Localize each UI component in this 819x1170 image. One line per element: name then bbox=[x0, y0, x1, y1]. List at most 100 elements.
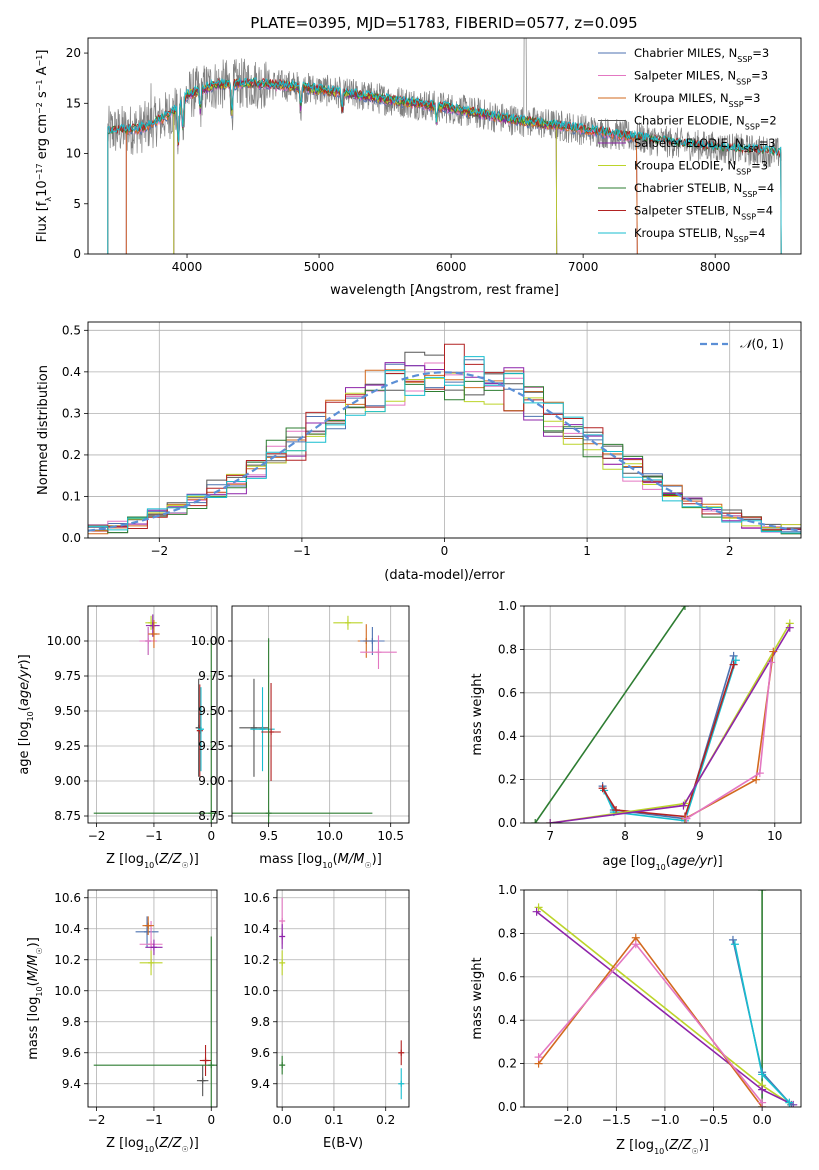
y-tick-label: 9.00 bbox=[198, 774, 225, 788]
weight-marker-kr_miles bbox=[769, 647, 778, 656]
x-tick-label: 10 bbox=[767, 829, 782, 843]
data-point-kr_stelib bbox=[197, 726, 204, 733]
weight-marker-kr_elodie bbox=[534, 903, 543, 912]
weight-marker-ch_miles bbox=[728, 935, 737, 944]
x-tick-label: 7 bbox=[546, 829, 554, 843]
data-point-sa_stelib bbox=[398, 1049, 405, 1056]
weight-line-kr_elodie bbox=[550, 622, 791, 823]
residuals-ylabel: Normed distribution bbox=[36, 365, 51, 495]
x-tick-label: 2 bbox=[726, 544, 734, 558]
x-tick-label: 5000 bbox=[304, 260, 335, 274]
spectrum-model-sa_miles bbox=[125, 79, 638, 254]
x-tick-label: −1.5 bbox=[602, 1113, 631, 1127]
x-tick-label: 0 bbox=[207, 829, 215, 843]
weight_vs_Z-ylabel: mass weight bbox=[470, 957, 485, 1039]
x-tick-label: −2.0 bbox=[553, 1113, 582, 1127]
weight-marker-sa_stelib bbox=[729, 660, 738, 669]
x-tick-label: −1 bbox=[145, 829, 163, 843]
chart-title: PLATE=0395, MJD=51783, FIBERID=0577, z=0… bbox=[250, 14, 637, 32]
data-point-sa_miles bbox=[375, 649, 382, 656]
spectrum-model-kr_miles bbox=[125, 79, 638, 254]
x-tick-label: 9.5 bbox=[259, 829, 278, 843]
weight-marker-ch_miles bbox=[729, 651, 738, 660]
data-point-sa_stelib bbox=[202, 1057, 209, 1064]
y-tick-label: 10.0 bbox=[54, 984, 81, 998]
data-point-kr_elodie bbox=[148, 959, 155, 966]
age_vs_Z-frame bbox=[87, 605, 218, 824]
x-tick-label: 0.1 bbox=[324, 1113, 343, 1127]
legend-label-kr_miles: Kroupa MILES, NSSP=3 bbox=[634, 91, 760, 109]
legend-label-sa_stelib: Salpeter STELIB, NSSP=4 bbox=[634, 204, 773, 222]
data-point-ch_miles bbox=[144, 928, 151, 935]
y-tick-label: 0.5 bbox=[62, 323, 81, 337]
legend-label-ch_elodie: Chabrier ELODIE, NSSP=2 bbox=[634, 114, 777, 132]
data-point-sa_miles bbox=[145, 638, 152, 644]
weight-line-ch_miles bbox=[601, 655, 735, 820]
legend-label-ch_stelib: Chabrier STELIB, NSSP=4 bbox=[634, 181, 774, 199]
y-tick-label: 0.2 bbox=[498, 1057, 517, 1071]
y-tick-label: 0.1 bbox=[62, 489, 81, 503]
axes-spectrum: 4000 5000 6000 7000 8000 0 5 10 15 20 bbox=[66, 38, 782, 274]
x-tick-label: −1.0 bbox=[650, 1113, 679, 1127]
y-tick-label: 9.75 bbox=[54, 669, 81, 683]
y-tick-label: 0.4 bbox=[498, 1013, 517, 1027]
data-point-kr_miles bbox=[145, 922, 152, 929]
spectrum-xlabel: wavelength [Angstrom, rest frame] bbox=[330, 283, 559, 298]
data-point-ch_stelib bbox=[265, 810, 272, 817]
x-tick-label: 4000 bbox=[172, 260, 203, 274]
y-tick-label: 10.2 bbox=[54, 953, 81, 967]
data-point-sa_miles bbox=[148, 941, 155, 948]
weight-marker-sa_miles bbox=[755, 769, 764, 778]
legend-label-sa_miles: Salpeter MILES, NSSP=3 bbox=[634, 69, 768, 87]
y-tick-label: 9.6 bbox=[251, 1046, 270, 1060]
y-tick-label: 0.8 bbox=[498, 926, 517, 940]
data-point-sa_elodie bbox=[150, 944, 157, 951]
weight-marker-sa_elodie bbox=[532, 907, 541, 916]
weight_vs_age-ylabel: mass weight bbox=[470, 673, 485, 755]
weight-line-sa_miles bbox=[537, 943, 763, 1104]
age_vs_Z-ylabel: age [log10(age/yr)] bbox=[17, 654, 35, 774]
y-tick-label: 0.2 bbox=[62, 448, 81, 462]
gaussian-curve bbox=[88, 371, 801, 532]
weight-marker-sa_elodie bbox=[679, 801, 688, 810]
x-tick-label: −1 bbox=[293, 544, 311, 558]
histogram-sa_stelib bbox=[88, 343, 801, 532]
mass_vs_Z-frame bbox=[87, 889, 218, 1108]
x-tick-label: 0.0 bbox=[273, 1113, 292, 1127]
y-tick-label: 20 bbox=[66, 46, 81, 60]
y-tick-label: 9.8 bbox=[62, 1015, 81, 1029]
weight-marker-ch_stelib bbox=[680, 606, 689, 610]
age_vs_mass-frame bbox=[231, 605, 410, 824]
axes-weight_vs_age: 7 8 9 10 0.0 0.2 0.4 0.6 0.8 1.0 bbox=[498, 599, 801, 843]
x-tick-label: 0 bbox=[441, 544, 449, 558]
weight-line-sa_elodie bbox=[550, 627, 791, 823]
x-tick-label: 10.0 bbox=[316, 829, 343, 843]
weight-marker-sa_miles bbox=[682, 814, 691, 823]
spectrum-model-ch_stelib bbox=[107, 77, 782, 254]
data-point-sa_stelib bbox=[196, 727, 203, 734]
y-tick-label: 5 bbox=[73, 197, 81, 211]
spectrum-model-kr_stelib bbox=[107, 77, 782, 254]
spectrum-model-sa_stelib bbox=[107, 77, 782, 254]
weight-marker-ch_stelib bbox=[758, 890, 767, 894]
legend-label-gaussian: 𝒩(0, 1) bbox=[740, 337, 784, 351]
y-tick-label: 1.0 bbox=[498, 883, 517, 897]
y-tick-label: 15 bbox=[66, 96, 81, 110]
data-point-ch_stelib bbox=[208, 1062, 215, 1069]
data-point-ch_elodie bbox=[199, 1077, 206, 1084]
y-tick-label: 0.2 bbox=[498, 773, 517, 787]
weight-marker-sa_stelib bbox=[612, 805, 621, 814]
y-tick-label: 8.75 bbox=[54, 809, 81, 823]
y-tick-label: 0.8 bbox=[498, 642, 517, 656]
weight-line-ch_stelib bbox=[534, 606, 686, 823]
x-tick-label: −0.5 bbox=[699, 1113, 728, 1127]
x-tick-label: −1 bbox=[145, 1113, 163, 1127]
weight-marker-sa_miles bbox=[758, 1098, 767, 1107]
weight-marker-kr_stelib bbox=[758, 1070, 767, 1079]
y-tick-label: 1.0 bbox=[498, 599, 517, 613]
legend-label-kr_stelib: Kroupa STELIB, NSSP=4 bbox=[634, 226, 765, 244]
y-tick-label: 9.6 bbox=[62, 1046, 81, 1060]
y-tick-label: 10.00 bbox=[191, 634, 225, 648]
y-tick-label: 10 bbox=[66, 147, 81, 161]
data-point-kr_stelib bbox=[259, 726, 266, 733]
